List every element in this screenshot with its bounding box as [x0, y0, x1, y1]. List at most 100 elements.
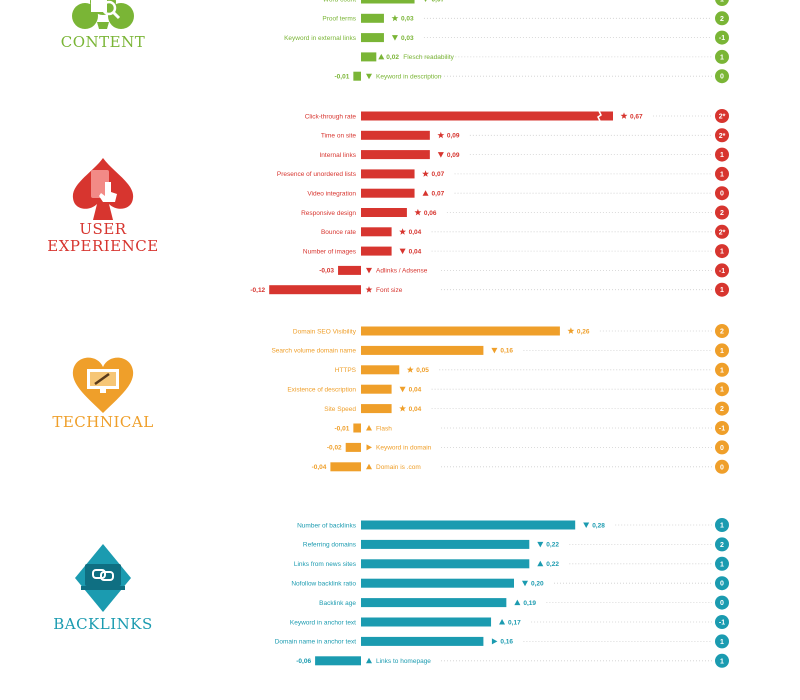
factor-label: Number of backlinks: [297, 522, 357, 529]
factor-label: Adlinks / Adsense: [376, 268, 428, 275]
bar: [361, 326, 560, 336]
score-label: 0: [720, 600, 724, 607]
triangle-down-icon: [391, 35, 398, 41]
bar-row: -0,01 Keyword in description 0: [335, 69, 729, 84]
bar: [361, 150, 430, 160]
score-label: 1: [720, 523, 724, 530]
bar: [338, 265, 361, 275]
bar: [361, 520, 576, 530]
value-label: 0,17: [508, 619, 521, 626]
score-label: 1: [720, 367, 724, 374]
bar-row: Domain SEO Visibility 0,26 2: [293, 324, 729, 338]
value-label: 0,09: [447, 133, 460, 140]
bar-row: Domain name in anchor text 0,16 1: [275, 634, 729, 649]
star-icon: [620, 112, 628, 119]
bar: [361, 246, 392, 256]
score-dot: [715, 224, 729, 239]
score-dot: [715, 147, 729, 162]
factor-label: Word count: [323, 0, 356, 3]
bar-row: Search volume domain name 0,16 1: [271, 343, 729, 358]
value-label: 0,22: [546, 542, 559, 549]
triangle-up-icon: [366, 425, 372, 431]
bar-row: Video integration 0,07 0: [307, 186, 729, 201]
magnifier-document-icon: [72, 0, 134, 29]
score-label: 1: [720, 348, 724, 355]
category-title-line: USER: [79, 220, 126, 238]
bar-row: -0,06 Links to homepage 1: [296, 653, 729, 668]
score-label: 1: [720, 54, 724, 61]
value-label: -0,12: [250, 287, 265, 294]
value-label: 0,04: [409, 248, 422, 255]
factor-label: Keyword in external links: [284, 35, 357, 42]
bar-row: HTTPS 0,05 1: [335, 362, 729, 377]
bar: [361, 33, 384, 43]
bar: [361, 559, 530, 569]
score-dot: [715, 382, 729, 397]
score-label: 2: [720, 210, 724, 217]
score-label: 2: [720, 542, 724, 549]
score-dot: [715, 362, 729, 377]
star-icon: [406, 366, 414, 373]
value-label: 0,05: [416, 367, 429, 374]
score-dot: [715, 263, 729, 278]
bar: [361, 13, 384, 23]
value-label: 0,22: [546, 561, 559, 568]
score-dot: [715, 576, 729, 591]
score-dot: [715, 186, 729, 201]
score-dot: [715, 343, 729, 358]
value-label: 0,20: [531, 581, 544, 588]
value-label: 0,06: [424, 210, 437, 217]
bar-row: -0,01 Flash -1: [335, 421, 729, 435]
factor-label: Links from news sites: [294, 561, 357, 568]
factor-label: Flesch readability: [403, 54, 454, 61]
score-label: 0: [720, 581, 724, 588]
triangle-down-icon: [437, 152, 444, 158]
category-title: TECHNICAL: [52, 413, 153, 431]
score-label: -1: [719, 620, 725, 627]
bar-row: Number of backlinks 0,28 1: [297, 518, 729, 532]
score-dot: [715, 440, 729, 455]
hand-cursor-icon: [72, 158, 134, 220]
bar-row: Keyword in external links 0,03 -1: [284, 30, 729, 45]
factor-label: Presence of unordered lists: [277, 171, 357, 178]
bar-row: Presence of unordered lists 0,07 1: [277, 166, 729, 181]
score-dot: [715, 401, 729, 416]
score-label: 1: [720, 287, 724, 294]
triangle-right-icon: [366, 444, 372, 451]
bar-row: -0,03 Adlinks / Adsense -1: [319, 263, 729, 278]
value-label: 0,03: [401, 16, 414, 23]
score-dot: [715, 11, 729, 26]
factor-label: Domain name in anchor text: [275, 639, 356, 646]
score-label: 1: [720, 658, 724, 665]
star-icon: [422, 170, 429, 177]
factor-label: Keyword in anchor text: [290, 619, 356, 626]
factor-label: Referring domains: [303, 542, 357, 549]
bar-row: 0,02 Flesch readability 1: [361, 49, 729, 64]
value-label: 0,07: [432, 171, 445, 178]
value-label: 0,04: [409, 229, 422, 236]
score-dot: [715, 282, 729, 297]
bar: [361, 52, 377, 62]
score-dot: [715, 518, 729, 532]
factor-label: Keyword in domain: [376, 445, 432, 452]
score-label: 2: [720, 329, 724, 336]
triangle-down-icon: [366, 73, 372, 80]
star-icon: [414, 208, 422, 216]
score-dot: [715, 166, 729, 181]
bar-row: Existence of description 0,04 1: [287, 382, 729, 397]
factor-label: Video integration: [307, 191, 356, 198]
factor-label: Bounce rate: [321, 229, 356, 236]
bar: [361, 130, 430, 140]
star-icon: [391, 14, 399, 22]
triangle-up-icon: [514, 599, 521, 606]
bar: [361, 188, 415, 198]
star-icon: [437, 131, 445, 139]
value-label: -0,04: [312, 464, 327, 471]
triangle-down-icon: [491, 347, 498, 354]
factor-label: Proof terms: [322, 16, 356, 23]
star-icon: [399, 405, 407, 412]
bar-row: Proof terms 0,03 2: [322, 11, 729, 26]
triangle-up-icon: [378, 53, 385, 60]
score-dot: [715, 205, 729, 220]
